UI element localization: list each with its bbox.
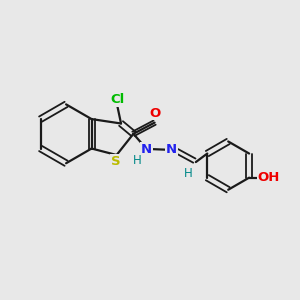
Text: OH: OH (258, 171, 280, 184)
Text: N: N (166, 143, 177, 156)
Text: N: N (141, 142, 152, 156)
Text: H: H (184, 167, 193, 180)
Text: Cl: Cl (110, 93, 124, 106)
Text: H: H (133, 154, 142, 167)
Text: S: S (111, 155, 121, 168)
Text: O: O (149, 107, 160, 120)
